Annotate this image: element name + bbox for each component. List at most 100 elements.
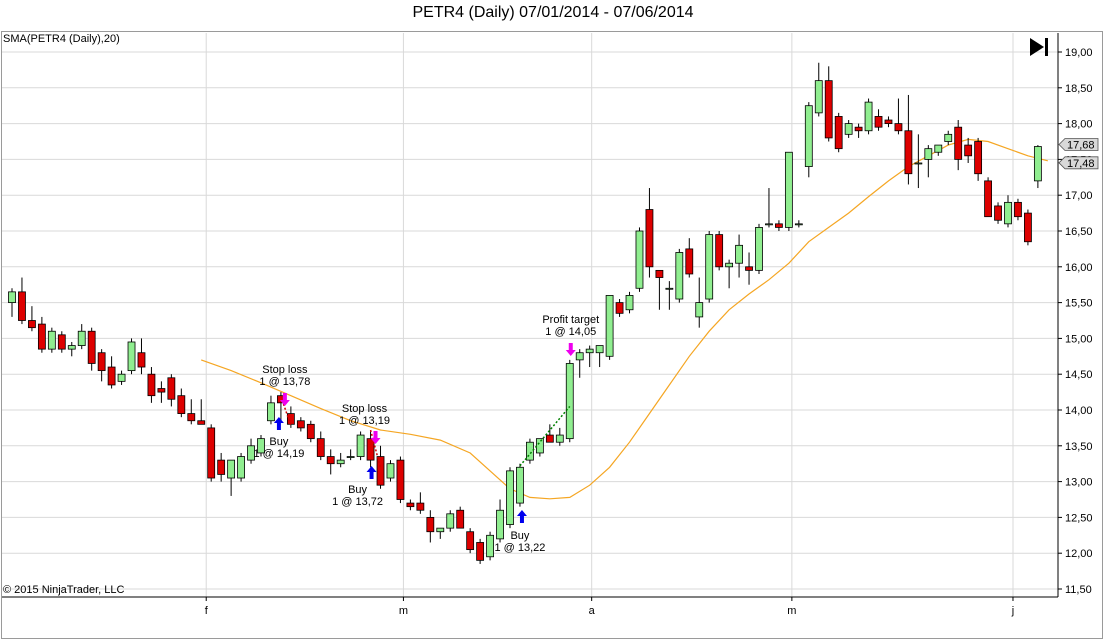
- candle-body: [227, 459, 236, 479]
- y-tick-label: 13,50: [1065, 441, 1093, 453]
- candle-body: [37, 323, 46, 350]
- candle-body: [87, 330, 96, 364]
- candle-body: [177, 395, 186, 414]
- candle-body: [545, 434, 554, 443]
- candle-body: [28, 320, 36, 329]
- skip-to-end-icon: [1030, 38, 1048, 56]
- y-tick-label: 11,50: [1065, 584, 1092, 596]
- trade-detail: 1 @ 14,05: [545, 326, 596, 338]
- candle-body: [854, 126, 863, 132]
- trade-label: Buy: [269, 436, 288, 448]
- y-tick-label: 18,00: [1065, 119, 1093, 131]
- y-tick-label: 13,00: [1065, 477, 1093, 489]
- candle-body: [446, 513, 455, 529]
- y-tick-label: 15,00: [1065, 333, 1093, 345]
- candle-body: [1033, 146, 1042, 182]
- trade-detail: 1 @ 13,22: [494, 542, 545, 554]
- trade-connector: [519, 405, 571, 467]
- candle-body: [675, 252, 684, 300]
- candle-body: [496, 509, 504, 540]
- candle-body: [257, 438, 265, 454]
- candle-body: [326, 456, 335, 465]
- candle-body: [306, 423, 315, 440]
- candle-body: [516, 466, 524, 504]
- x-tick-label: f: [205, 605, 209, 617]
- trade-label: Stop loss: [342, 403, 388, 415]
- candle-body: [18, 291, 26, 321]
- y-tick-label: 12,50: [1065, 512, 1093, 524]
- axes: 19,0018,5018,0017,5017,0016,5016,0015,50…: [2, 33, 1099, 617]
- sma-layer: [200, 138, 1048, 500]
- candle-body: [625, 295, 634, 311]
- candle-body: [197, 420, 206, 425]
- candle-body: [834, 116, 843, 150]
- candle-body: [904, 130, 913, 175]
- candle-body: [346, 456, 355, 458]
- candle-body: [934, 144, 943, 153]
- candle-body: [685, 248, 694, 275]
- candle-body: [994, 205, 1002, 221]
- copyright-label: © 2015 NinjaTrader, LLC: [3, 584, 124, 596]
- trade-detail: 1 @ 13,72: [332, 496, 383, 508]
- candle-body: [207, 427, 216, 479]
- candle-body: [874, 116, 883, 128]
- candle-body: [147, 373, 156, 397]
- chart-frame: [1, 31, 1103, 639]
- candle-body: [267, 402, 275, 422]
- candle-body: [844, 123, 853, 135]
- candle-body: [794, 223, 803, 226]
- sma-line: [200, 138, 1048, 500]
- candle-body: [964, 144, 973, 157]
- candle-body: [456, 509, 465, 529]
- candle-body: [725, 262, 734, 268]
- trade-label: Buy: [510, 530, 529, 542]
- last-price-label-box: [1058, 138, 1099, 151]
- candle-body: [356, 434, 365, 457]
- candle-body: [247, 445, 255, 461]
- candle-body: [735, 244, 743, 264]
- candle-body: [894, 123, 903, 132]
- candle-body: [765, 223, 773, 226]
- candle-body: [336, 459, 345, 465]
- candle-body: [665, 287, 674, 290]
- sell-arrow-icon: [565, 343, 576, 356]
- candle-body: [804, 105, 813, 167]
- buy-arrow-icon: [516, 510, 527, 523]
- candle-body: [695, 302, 704, 318]
- candle-body: [655, 269, 664, 278]
- candle-body: [974, 141, 983, 175]
- candle-body: [555, 434, 564, 443]
- candle-body: [924, 148, 933, 160]
- x-tick-label: m: [399, 605, 408, 617]
- y-tick-label: 15,50: [1065, 298, 1093, 310]
- candle-body: [585, 348, 594, 354]
- trade-detail: 1 @ 14,19: [253, 448, 304, 460]
- last-price-label: 17,48: [1067, 158, 1095, 170]
- candle-body: [884, 119, 893, 124]
- candle-body: [217, 459, 226, 475]
- trade-detail: 1 @ 13,78: [259, 376, 310, 388]
- candle-body: [376, 456, 385, 486]
- candle-body: [476, 542, 485, 561]
- candle-body: [984, 180, 992, 218]
- last-price-label-box: [1058, 156, 1099, 170]
- candle-body: [406, 502, 415, 508]
- last-price-label: 17,68: [1067, 140, 1095, 152]
- candle-body: [745, 266, 753, 271]
- candle-body: [705, 234, 714, 300]
- indicator-label: SMA(PETR4 (Daily),20): [3, 33, 120, 45]
- candle-body: [366, 438, 375, 461]
- buy-arrow-icon: [273, 417, 284, 430]
- candle-body: [117, 373, 126, 382]
- scroll-to-end-button[interactable]: [1026, 36, 1052, 58]
- candle-body: [157, 388, 166, 393]
- y-tick-label: 19,00: [1065, 47, 1093, 59]
- candle-body: [426, 517, 435, 533]
- candle-body: [137, 352, 146, 368]
- y-tick-label: 14,00: [1065, 405, 1093, 417]
- candle-body: [416, 502, 425, 511]
- trade-label: Buy: [348, 484, 367, 496]
- candle-body: [944, 133, 953, 142]
- sell-arrow-icon: [279, 393, 290, 406]
